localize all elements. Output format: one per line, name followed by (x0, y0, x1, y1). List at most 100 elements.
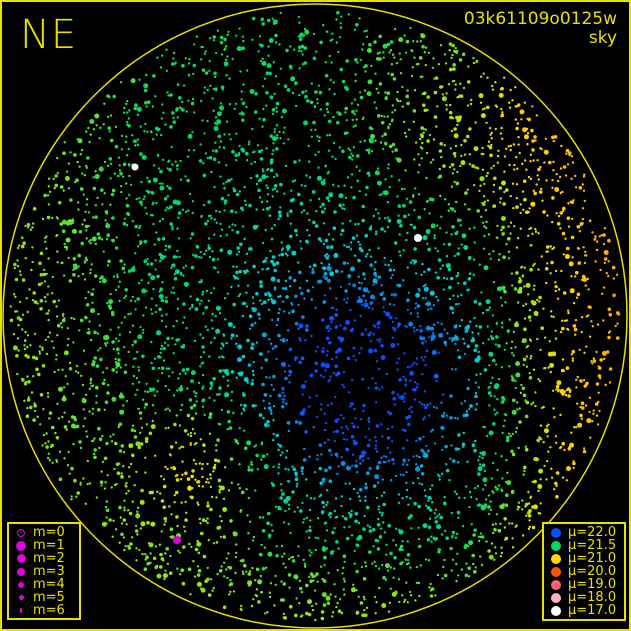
star (312, 56, 317, 61)
star (298, 270, 302, 275)
star (485, 309, 488, 312)
star (135, 513, 141, 519)
star (58, 477, 63, 482)
star (203, 450, 206, 453)
star (275, 261, 280, 265)
star (520, 383, 523, 387)
star (47, 452, 50, 455)
star (286, 214, 289, 218)
star (61, 261, 64, 264)
star (143, 88, 148, 93)
star (543, 149, 549, 155)
star (92, 216, 95, 219)
star (374, 325, 377, 328)
star (492, 531, 495, 535)
star (136, 245, 140, 248)
star (113, 467, 116, 471)
star (131, 500, 134, 503)
star (60, 326, 64, 329)
star (265, 566, 268, 569)
star (492, 358, 496, 363)
star (275, 553, 279, 558)
star (138, 226, 141, 230)
star (425, 176, 428, 180)
star (495, 236, 498, 239)
star (572, 301, 576, 305)
star (484, 209, 488, 212)
star (176, 524, 179, 528)
star (450, 276, 454, 281)
star (426, 301, 431, 307)
star (342, 417, 345, 420)
star (118, 333, 122, 336)
star (451, 172, 455, 175)
star (174, 160, 177, 163)
star (305, 478, 308, 481)
star (246, 69, 249, 72)
star (329, 287, 332, 290)
star (340, 461, 346, 466)
star (295, 474, 298, 477)
star (382, 575, 386, 580)
star (254, 579, 257, 582)
star (77, 253, 81, 258)
star (179, 573, 182, 576)
star (350, 509, 353, 513)
star (266, 420, 270, 424)
star (305, 324, 309, 328)
star (176, 567, 179, 570)
star (169, 535, 172, 539)
star (77, 275, 80, 278)
star (502, 424, 505, 428)
star (216, 459, 221, 463)
star (423, 270, 426, 274)
star (342, 385, 346, 389)
star (72, 392, 75, 395)
star (280, 544, 284, 548)
star (273, 286, 277, 289)
star (243, 237, 246, 241)
star (245, 570, 248, 573)
star (474, 344, 479, 348)
star (228, 77, 231, 80)
star (556, 380, 562, 386)
star (415, 454, 419, 458)
star (81, 223, 84, 226)
star (479, 176, 485, 182)
star (267, 424, 270, 427)
star (137, 407, 140, 410)
star (177, 211, 182, 215)
star (562, 291, 567, 295)
star (479, 555, 482, 558)
star (414, 187, 417, 190)
star (507, 225, 510, 228)
star (109, 435, 112, 438)
star (564, 254, 570, 259)
star (90, 263, 93, 266)
star (72, 220, 75, 223)
star (531, 525, 536, 530)
star (510, 340, 514, 343)
star (563, 319, 567, 322)
star (567, 447, 572, 451)
star (141, 553, 144, 556)
star (240, 90, 243, 93)
star (148, 431, 153, 436)
star (336, 472, 339, 476)
star (152, 222, 155, 226)
star (234, 224, 237, 227)
star (32, 291, 36, 295)
star (437, 258, 442, 262)
star (102, 123, 105, 126)
star (540, 326, 544, 331)
star (303, 46, 308, 50)
star (17, 349, 20, 352)
star (239, 70, 242, 73)
star (511, 537, 514, 540)
star (459, 164, 462, 168)
star (164, 341, 167, 344)
star (423, 403, 426, 407)
star (383, 132, 388, 136)
star (364, 255, 368, 258)
star (238, 463, 241, 466)
